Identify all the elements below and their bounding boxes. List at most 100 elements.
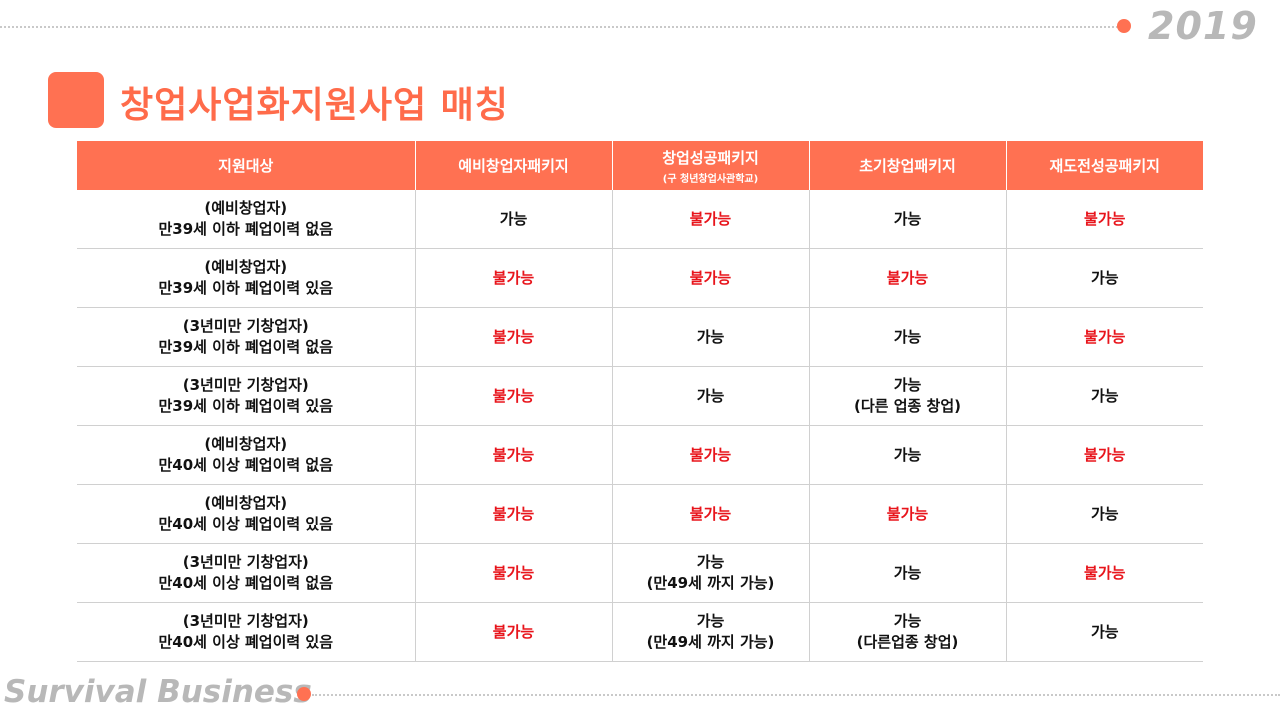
eligibility-cell: 불가능 [1006, 190, 1203, 249]
eligibility-cell: 불가능 [1006, 307, 1203, 367]
target-line: (3년미만 기창업자) [182, 317, 309, 335]
target-line: 만39세 이하 폐업이력 없음 [158, 338, 334, 356]
eligibility-cell: 가능 (다른업종 창업) [809, 602, 1007, 662]
eligibility-text: (만49세 까지 가능) [646, 633, 775, 651]
table-row: (예비창업자) 만40세 이상 폐업이력 없음 불가능 불가능 가능 불가능 [77, 425, 1203, 485]
year-label: 2019 [1148, 4, 1258, 48]
table-row: (예비창업자) 만39세 이하 폐업이력 있음 불가능 불가능 불가능 가능 [77, 248, 1203, 308]
column-header-label: 재도전성공패키지 [1049, 157, 1160, 175]
column-header: 재도전성공패키지 [1006, 141, 1203, 190]
eligibility-text: (다른업종 창업) [856, 633, 959, 651]
eligibility-cell: 가능 [809, 307, 1007, 367]
eligibility-text: (만49세 까지 가능) [646, 574, 775, 592]
target-line: (예비창업자) [204, 258, 288, 276]
eligibility-text: 가능 [696, 386, 725, 405]
eligibility-text: 불가능 [492, 327, 535, 346]
column-header: 예비창업자패키지 [415, 141, 613, 190]
eligibility-text: 불가능 [689, 504, 732, 523]
eligibility-cell: 불가능 [415, 307, 613, 367]
eligibility-text: 가능 [893, 445, 922, 464]
target-cell: (3년미만 기창업자) 만40세 이상 폐업이력 없음 [77, 543, 416, 603]
eligibility-cell: 가능 [809, 425, 1007, 485]
eligibility-text: 가능 [1090, 622, 1119, 641]
eligibility-cell: 불가능 [1006, 543, 1203, 603]
eligibility-text: 가능 [893, 612, 922, 630]
target-line: 만39세 이하 폐업이력 있음 [158, 279, 334, 297]
table-row: (3년미만 기창업자) 만39세 이하 폐업이력 없음 불가능 가능 가능 불가능 [77, 307, 1203, 367]
target-line: 만39세 이하 폐업이력 없음 [158, 220, 334, 238]
eligibility-cell: 불가능 [415, 543, 613, 603]
eligibility-cell: 불가능 [415, 484, 613, 544]
table-row: (3년미만 기창업자) 만40세 이상 폐업이력 있음 불가능 가능 (만49세 까지 … [77, 602, 1203, 662]
eligibility-cell: 가능 [1006, 248, 1203, 308]
column-header: 지원대상 [77, 141, 416, 190]
target-cell: (3년미만 기창업자) 만39세 이하 폐업이력 없음 [77, 307, 416, 367]
eligibility-text: 불가능 [886, 268, 929, 287]
target-line: 만40세 이상 폐업이력 있음 [158, 515, 334, 533]
eligibility-cell: 불가능 [612, 248, 810, 308]
target-cell: (예비창업자) 만39세 이하 폐업이력 있음 [77, 248, 416, 308]
table-row: (3년미만 기창업자) 만40세 이상 폐업이력 없음 불가능 가능 (만49세 까지 … [77, 543, 1203, 603]
eligibility-cell: 가능 [809, 190, 1007, 249]
eligibility-text: 불가능 [689, 209, 732, 228]
bottom-dotted-divider [312, 694, 1280, 696]
eligibility-text: 가능 [696, 553, 725, 571]
eligibility-text: 불가능 [886, 504, 929, 523]
table-header: 지원대상 예비창업자패키지 창업성공패키지 (구 청년창업사관학교) 초기창업패키지 재도… [77, 141, 1203, 190]
eligibility-cell: 불가능 [809, 248, 1007, 308]
eligibility-cell: 가능 [1006, 366, 1203, 426]
top-dotted-divider [0, 26, 1118, 28]
eligibility-text: 불가능 [689, 445, 732, 464]
eligibility-text: 가능 [1090, 268, 1119, 287]
column-header-label: 지원대상 [218, 157, 274, 175]
eligibility-cell: 가능 (만49세 까지 가능) [612, 543, 810, 603]
eligibility-cell: 불가능 [1006, 425, 1203, 485]
column-header-label: 예비창업자패키지 [458, 157, 569, 175]
target-line: 만39세 이하 폐업이력 있음 [158, 397, 334, 415]
top-accent-dot [1117, 19, 1131, 33]
eligibility-text: 가능 [893, 563, 922, 582]
eligibility-cell: 불가능 [415, 602, 613, 662]
table-body: (예비창업자) 만39세 이하 폐업이력 없음 가능 불가능 가능 불가능 (예비창업자) 만… [77, 190, 1203, 662]
target-line: (예비창업자) [204, 494, 288, 512]
eligibility-cell: 가능 [1006, 484, 1203, 544]
column-header-label: 창업성공패키지 [662, 148, 759, 167]
target-line: (3년미만 기창업자) [182, 376, 309, 394]
eligibility-text: 불가능 [1084, 209, 1126, 228]
column-header: 초기창업패키지 [809, 141, 1007, 190]
eligibility-cell: 불가능 [612, 484, 810, 544]
eligibility-text: (다른 업종 창업) [854, 397, 961, 415]
target-cell: (예비창업자) 만40세 이상 폐업이력 있음 [77, 484, 416, 544]
target-cell: (예비창업자) 만39세 이하 폐업이력 없음 [77, 190, 416, 249]
eligibility-table: 지원대상 예비창업자패키지 창업성공패키지 (구 청년창업사관학교) 초기창업패키지 재도… [77, 141, 1203, 662]
target-line: (3년미만 기창업자) [182, 553, 309, 571]
column-header: 창업성공패키지 (구 청년창업사관학교) [612, 141, 810, 190]
eligibility-text: 불가능 [492, 563, 535, 582]
target-cell: (3년미만 기창업자) 만39세 이하 폐업이력 있음 [77, 366, 416, 426]
page-title: 창업사업화지원사업 매칭 [120, 85, 509, 126]
table-row: (예비창업자) 만40세 이상 폐업이력 있음 불가능 불가능 불가능 가능 [77, 484, 1203, 544]
target-line: (3년미만 기창업자) [182, 612, 309, 630]
eligibility-text: 가능 [499, 209, 528, 228]
eligibility-text: 불가능 [492, 268, 535, 287]
eligibility-text: 불가능 [492, 622, 535, 641]
target-cell: (예비창업자) 만40세 이상 폐업이력 없음 [77, 425, 416, 485]
eligibility-text: 가능 [1090, 504, 1119, 523]
eligibility-text: 불가능 [1084, 327, 1126, 346]
eligibility-text: 불가능 [1084, 563, 1126, 582]
target-line: (예비창업자) [204, 435, 288, 453]
eligibility-text: 불가능 [492, 386, 535, 405]
eligibility-cell: 가능 [809, 543, 1007, 603]
eligibility-cell: 가능 [1006, 602, 1203, 662]
eligibility-text: 가능 [696, 327, 725, 346]
table-row: (3년미만 기창업자) 만39세 이하 폐업이력 있음 불가능 가능 가능 (다른 업종 … [77, 366, 1203, 426]
eligibility-cell: 가능 [612, 366, 810, 426]
target-line: 만40세 이상 폐업이력 없음 [158, 456, 334, 474]
column-header-label: 초기창업패키지 [859, 157, 956, 175]
eligibility-cell: 불가능 [612, 425, 810, 485]
table-row: (예비창업자) 만39세 이하 폐업이력 없음 가능 불가능 가능 불가능 [77, 190, 1203, 249]
eligibility-text: 가능 [893, 376, 922, 394]
eligibility-text: 가능 [696, 612, 725, 630]
target-line: (예비창업자) [204, 199, 288, 217]
target-line: 만40세 이상 폐업이력 있음 [158, 633, 334, 651]
